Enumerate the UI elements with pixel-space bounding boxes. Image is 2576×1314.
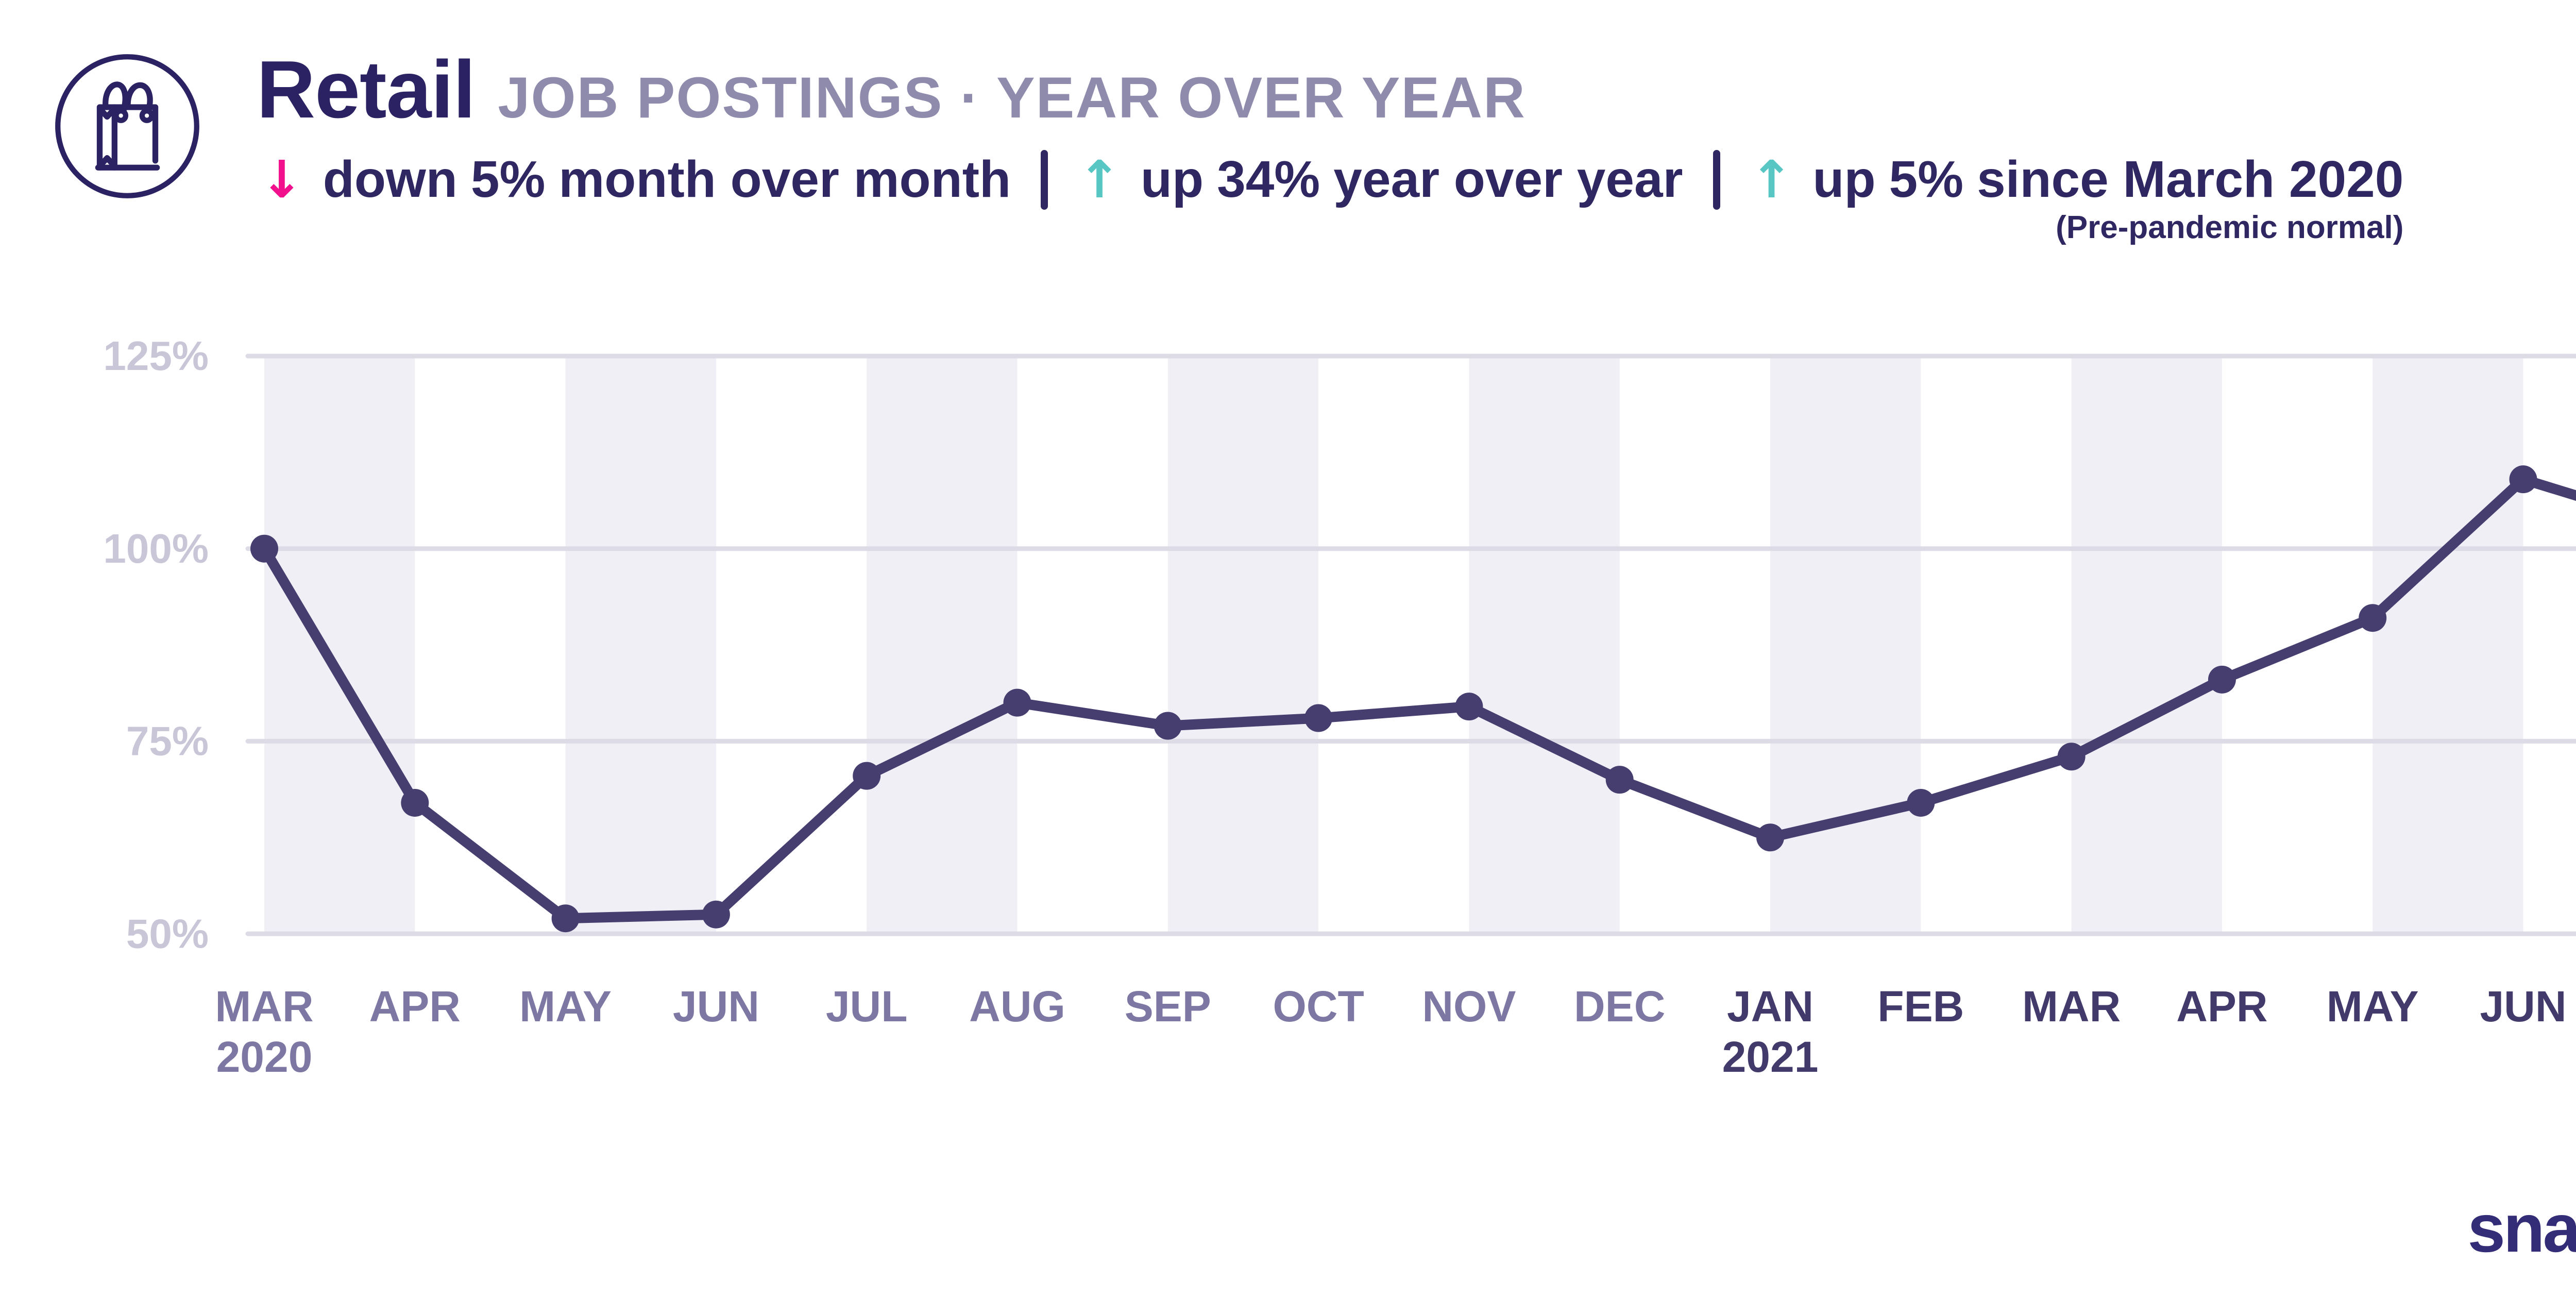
x-tick-label: MAR [215,982,313,1031]
x-tick-label: NOV [1422,982,1516,1031]
stat-label: down [323,150,457,208]
retail-category-badge [53,52,201,200]
grid-band [2372,356,2523,932]
y-tick-label: 100% [103,526,209,571]
pre-pandemic-note: (Pre-pandemic normal) [2056,210,2404,245]
x-tick-label: JUN [2480,982,2566,1031]
y-tick-label: 50% [126,911,209,956]
data-point [1455,693,1483,721]
x-tick-label: JUN [673,982,759,1031]
stat-label: month over month [558,150,1011,208]
x-tick-label: MAR [2022,982,2121,1031]
x-year-label: 2021 [1722,1033,1819,1081]
stat-month-over-month: ↓ down 5% month over month [260,149,1011,210]
page-title: Retail [257,44,476,135]
up-arrow-icon: ↑ [1078,149,1121,210]
up-arrow-icon: ↑ [1750,149,1793,210]
snagajob-logo: snagajob® [2468,1189,2576,1267]
snagajob-logo-text: snagajob [2467,1190,2576,1266]
shopping-bag-icon [55,54,199,198]
grid-band [565,356,716,932]
x-tick-label: APR [2176,982,2267,1031]
stats-row: ↓ down 5% month over month ↑ up 34% year… [260,149,2404,245]
x-tick-label: APR [369,982,461,1031]
stat-value: 34% [1217,150,1320,208]
data-point [1154,712,1182,740]
stat-label: up [1140,150,1204,208]
x-tick-label: MAY [519,982,612,1031]
data-point [702,900,730,929]
data-point [1756,823,1784,852]
header: Retail JOB POSTINGS · YEAR OVER YEAR [257,43,1526,137]
data-point [2057,743,2086,771]
page-subtitle: JOB POSTINGS · YEAR OVER YEAR [498,65,1526,130]
y-tick-label: 75% [126,718,209,764]
stats-divider [1713,149,1720,210]
data-point [1907,788,1935,817]
data-point [1605,766,1634,794]
x-tick-label: DEC [1574,982,1665,1031]
data-point [1003,688,1031,717]
x-tick-label: FEB [1877,982,1964,1031]
grid-band [1167,356,1319,932]
stat-value: 5% [1889,150,1964,208]
grid-band [2071,356,2222,932]
data-point [2359,604,2387,632]
stat-year-over-year: ↑ up 34% year over year [1078,149,1683,210]
stat-value: 5% [470,150,546,208]
x-tick-label: JUL [826,982,908,1031]
data-point [250,534,278,563]
x-tick-label: MAY [2327,982,2419,1031]
x-year-label: 2020 [216,1033,313,1081]
grid-band [1469,356,1620,932]
stat-label: year over year [1333,150,1683,208]
grid-band [867,356,1018,932]
down-arrow-icon: ↓ [260,149,303,210]
data-point [551,904,580,933]
stat-since-march-2020: ↑ up 5% since March 2020 (Pre-pandemic n… [1750,149,2404,245]
stats-divider [1041,149,1048,210]
stat-label: since March 2020 [1977,150,2404,208]
stat-label: up [1812,150,1876,208]
x-tick-label: JAN [1727,982,1814,1031]
data-point [401,788,429,817]
data-point [2509,465,2537,494]
y-tick-label: 125% [103,333,209,379]
x-tick-label: AUG [969,982,1065,1031]
grid-band [264,356,415,932]
data-point [1304,704,1333,732]
grid-band [1770,356,1921,932]
x-tick-label: SEP [1125,982,1211,1031]
data-point [2208,665,2236,694]
x-tick-label: OCT [1273,982,1364,1031]
data-point [853,762,881,790]
